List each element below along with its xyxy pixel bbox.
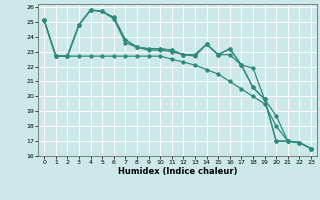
- X-axis label: Humidex (Indice chaleur): Humidex (Indice chaleur): [118, 167, 237, 176]
